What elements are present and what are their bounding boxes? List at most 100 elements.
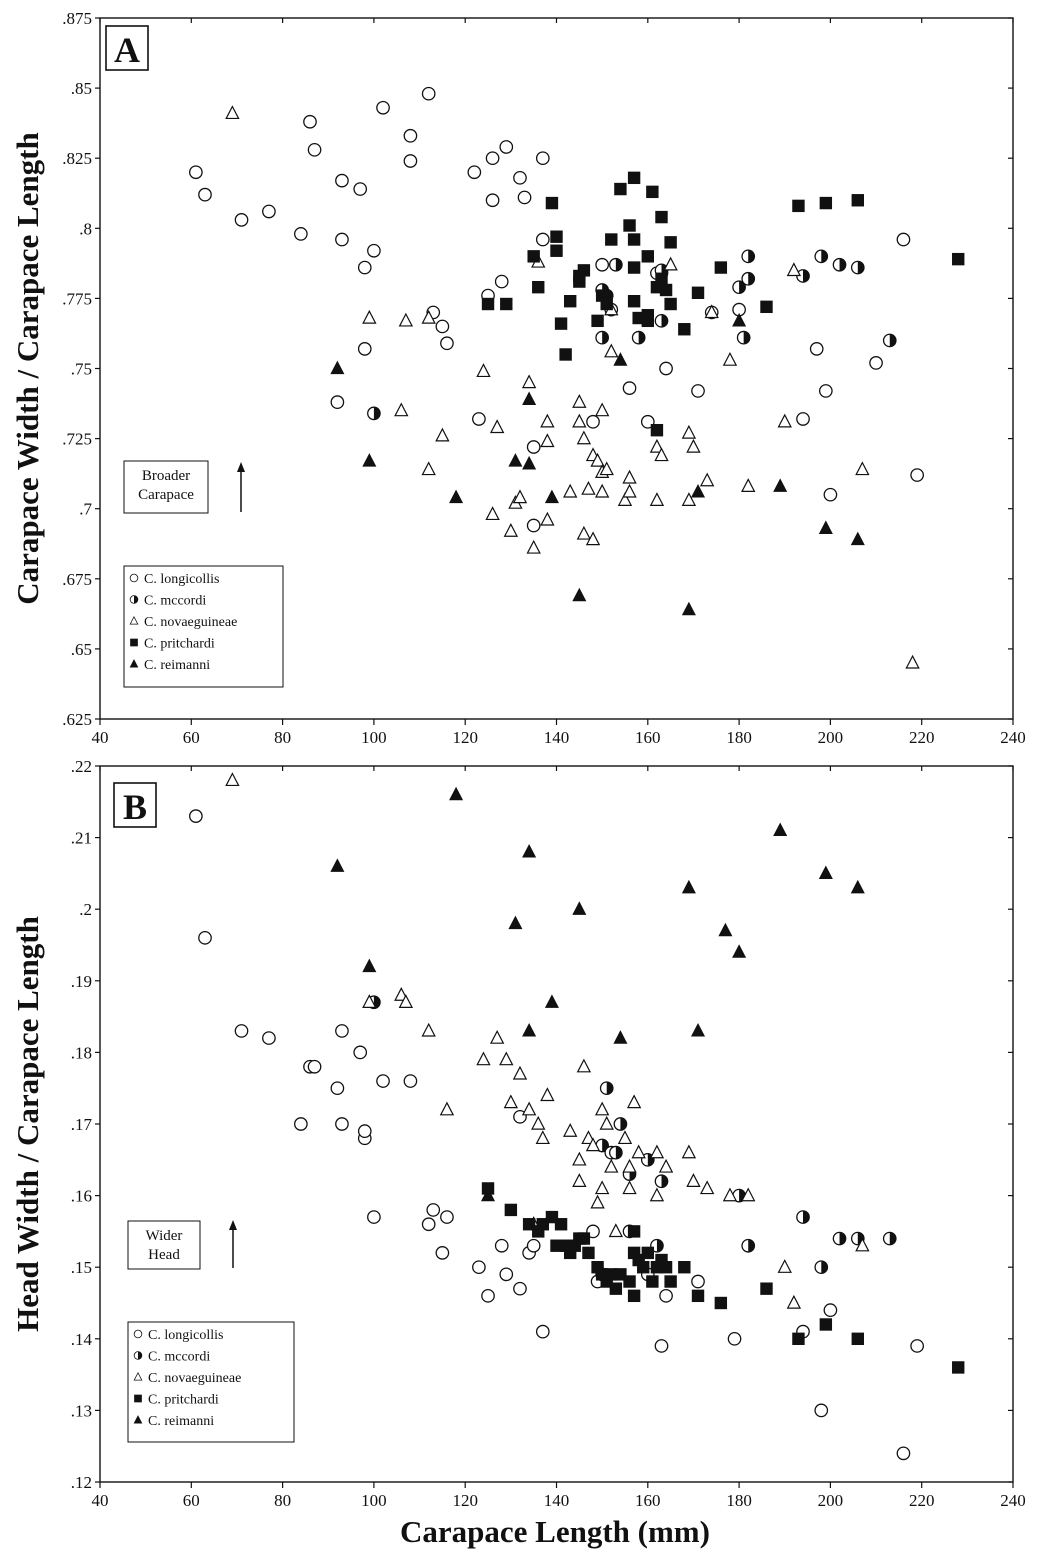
data-point xyxy=(760,1282,772,1294)
data-point xyxy=(422,463,434,475)
data-point xyxy=(573,1174,585,1186)
data-point xyxy=(701,474,713,486)
data-point xyxy=(655,1175,667,1187)
data-point xyxy=(596,485,608,497)
x-tick-label: 240 xyxy=(1000,1491,1026,1510)
data-point xyxy=(642,250,654,262)
data-point xyxy=(368,407,380,419)
data-point xyxy=(578,264,590,276)
data-point xyxy=(354,1046,366,1058)
x-tick-label: 40 xyxy=(92,1491,109,1510)
data-point xyxy=(911,1340,923,1352)
data-point xyxy=(368,1211,380,1223)
note-text: Broader xyxy=(142,468,190,484)
legend-label: C. novaeguineae xyxy=(144,615,237,630)
legend-label: C. mccordi xyxy=(148,1350,210,1365)
data-point xyxy=(359,1125,371,1137)
data-point xyxy=(774,824,786,836)
data-point xyxy=(660,1261,672,1273)
data-point xyxy=(897,233,909,245)
panel-a: .625.65.675.7.725.75.775.8.825.85.87540 6… xyxy=(10,9,1026,747)
data-point xyxy=(505,1096,517,1108)
legend-marker xyxy=(134,1395,142,1403)
legend-marker xyxy=(134,1352,142,1360)
legend-marker-half-circle xyxy=(134,1352,142,1360)
x-tick-label: 220 xyxy=(909,1491,935,1510)
x-tick-label: 60 xyxy=(183,728,200,747)
x-tick-label: 60 xyxy=(183,1491,200,1510)
x-tick-label: 100 xyxy=(361,728,387,747)
data-point xyxy=(788,1296,800,1308)
data-point xyxy=(400,314,412,326)
data-point xyxy=(541,513,553,525)
data-point xyxy=(884,1232,896,1244)
data-point xyxy=(505,1204,517,1216)
data-point xyxy=(331,1082,343,1094)
data-point xyxy=(742,250,754,262)
data-point xyxy=(683,881,695,893)
data-point xyxy=(591,1196,603,1208)
data-point xyxy=(856,463,868,475)
y-tick-label: .2 xyxy=(79,900,92,919)
y-tick-label: .16 xyxy=(71,1187,92,1206)
panel-letter: B xyxy=(123,787,147,827)
data-point xyxy=(555,1218,567,1230)
data-point xyxy=(422,88,434,100)
data-point xyxy=(573,1153,585,1165)
data-point xyxy=(719,924,731,936)
panel-letter: A xyxy=(114,30,140,70)
data-point xyxy=(368,245,380,257)
data-point xyxy=(486,152,498,164)
data-point xyxy=(664,298,676,310)
data-point xyxy=(578,1060,590,1072)
legend-label: C. reimanni xyxy=(148,1414,214,1429)
data-point xyxy=(496,275,508,287)
data-point xyxy=(632,331,644,343)
data-point xyxy=(646,1275,658,1287)
legend-marker-open-circle xyxy=(130,574,138,582)
data-point xyxy=(623,219,635,231)
x-tick-label: 40 xyxy=(92,728,109,747)
data-point xyxy=(377,1075,389,1087)
data-point xyxy=(527,250,539,262)
y-tick-label: .85 xyxy=(71,79,92,98)
data-point xyxy=(537,1325,549,1337)
data-point xyxy=(404,155,416,167)
data-point xyxy=(692,485,704,497)
data-point xyxy=(523,1024,535,1036)
data-point xyxy=(601,1117,613,1129)
legend-marker-half-circle xyxy=(130,596,138,604)
legend-label: C. longicollis xyxy=(144,572,219,587)
y-tick-label: .21 xyxy=(71,829,92,848)
data-point xyxy=(550,245,562,257)
x-tick-label: 100 xyxy=(361,1491,387,1510)
data-point xyxy=(500,141,512,153)
data-point xyxy=(660,284,672,296)
data-point xyxy=(532,281,544,293)
data-point xyxy=(450,491,462,503)
data-point xyxy=(450,788,462,800)
data-point xyxy=(852,194,864,206)
data-point xyxy=(514,172,526,184)
data-point xyxy=(363,311,375,323)
data-point xyxy=(354,183,366,195)
data-point xyxy=(660,362,672,374)
data-point xyxy=(623,382,635,394)
x-tick-label: 160 xyxy=(635,1491,661,1510)
x-tick-label: 180 xyxy=(726,728,752,747)
data-point xyxy=(422,1218,434,1230)
data-point xyxy=(596,331,608,343)
data-point xyxy=(852,881,864,893)
data-point xyxy=(500,1053,512,1065)
data-point xyxy=(491,1031,503,1043)
data-point xyxy=(628,172,640,184)
data-point xyxy=(523,393,535,405)
data-point xyxy=(628,1096,640,1108)
data-point xyxy=(742,1240,754,1252)
panel-b: .12.13.14.15.16.17.18.19.2.21.2240 60 80 10… xyxy=(10,757,1026,1510)
legend-marker xyxy=(134,1330,142,1338)
data-point xyxy=(509,917,521,929)
legend-label: C. pritchardi xyxy=(148,1393,219,1408)
legend-marker xyxy=(130,596,138,604)
data-point xyxy=(441,337,453,349)
